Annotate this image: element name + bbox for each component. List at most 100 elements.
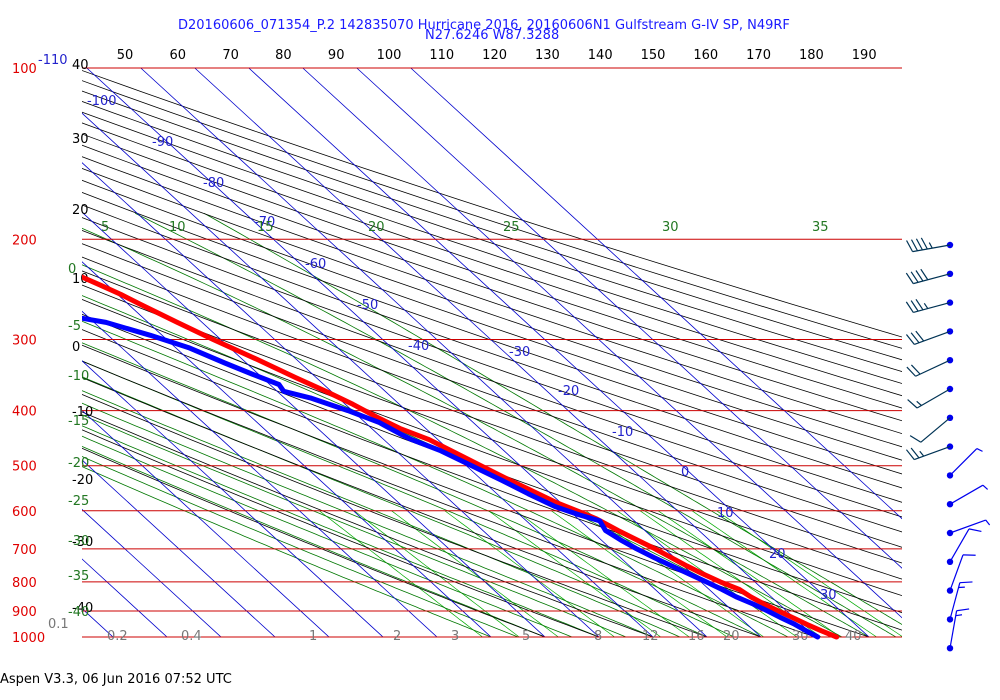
wind-barb-staff xyxy=(916,388,951,409)
mixing-ratio-label: 3 xyxy=(451,629,459,644)
pressure-label: 900 xyxy=(12,605,37,620)
wind-barb xyxy=(905,443,954,461)
left-moist-label: -10 xyxy=(68,369,89,384)
top-scale-label: 70 xyxy=(222,48,239,63)
isotherm-label: -60 xyxy=(305,257,326,272)
wind-barb-staff xyxy=(915,359,951,377)
isotherm-line xyxy=(410,67,902,520)
mixing-ratio-label: 16 xyxy=(688,629,705,644)
dry-adiabat xyxy=(82,133,902,409)
dry-adiabat xyxy=(82,447,546,638)
moist-adiabat xyxy=(82,414,627,638)
top-scale-label: 150 xyxy=(641,48,666,63)
moist-adiabat-label: 10 xyxy=(169,220,186,235)
wind-barb-feather xyxy=(956,608,970,612)
left-temp-label: -10 xyxy=(72,405,93,420)
wind-barb-feather xyxy=(905,449,915,460)
top-scale-label: 110 xyxy=(429,48,454,63)
isotherm-label: -90 xyxy=(152,135,173,150)
wind-barb xyxy=(909,414,954,443)
wind-barb-staff xyxy=(914,446,951,461)
dry-adiabat xyxy=(82,122,902,397)
wind-barb-half-feather xyxy=(982,484,989,490)
top-scale-label: 130 xyxy=(535,48,560,63)
moist-adiabat xyxy=(82,456,519,638)
isotherm-line xyxy=(302,67,902,619)
moist-adiabat xyxy=(82,376,708,638)
isotherm-label: -20 xyxy=(558,384,579,399)
wind-barb xyxy=(907,385,954,409)
wind-barb xyxy=(906,357,954,377)
moist-adiabat xyxy=(82,435,573,638)
isotherm-label: 30 xyxy=(820,588,837,603)
wind-barb xyxy=(905,268,954,285)
wind-barb xyxy=(905,328,954,345)
wind-barb-feather xyxy=(910,447,920,459)
moist-adiabat-label: 25 xyxy=(503,220,520,235)
top-scale-label: 190 xyxy=(852,48,877,63)
mixing-ratio-label: 5 xyxy=(522,629,530,644)
wind-barb-staff xyxy=(949,448,978,476)
wind-barb-half-feather xyxy=(928,242,933,249)
left-temp-label: -30 xyxy=(72,535,93,550)
dry-adiabat xyxy=(82,90,902,361)
isotherm-line xyxy=(82,162,600,638)
pressure-label: 300 xyxy=(12,333,37,348)
isotherm-label: -80 xyxy=(203,176,224,191)
wind-barb xyxy=(906,237,954,253)
wind-barb-feather xyxy=(959,581,973,584)
wind-barb-feather xyxy=(905,301,914,313)
isotherm-label: -110 xyxy=(38,53,68,68)
wind-barb xyxy=(946,447,983,479)
wind-barb-half-feather xyxy=(985,519,991,526)
wind-barb-feather xyxy=(920,268,929,281)
dewpoint-trace xyxy=(82,315,821,640)
dry-adiabat xyxy=(82,299,902,597)
isotherm-line xyxy=(82,459,276,638)
moist-adiabat xyxy=(82,342,762,638)
wind-barb xyxy=(946,528,982,565)
left-temp-label: 40 xyxy=(72,58,89,73)
wind-barb-staff xyxy=(949,484,984,505)
dry-adiabat xyxy=(82,360,816,638)
mixing-ratio-label: 8 xyxy=(594,629,602,644)
left-moist-label: -20 xyxy=(68,456,89,471)
dry-adiabat xyxy=(82,429,600,638)
left-moist-label: -35 xyxy=(68,569,89,584)
isotherm-line xyxy=(82,112,654,638)
wind-barb-staff xyxy=(913,302,951,314)
isotherm-label: -100 xyxy=(87,94,117,109)
wind-barb-feather xyxy=(906,240,914,252)
moist-adiabat xyxy=(82,425,600,638)
isotherm-line xyxy=(82,508,222,638)
mixing-ratio-label: 30 xyxy=(792,629,809,644)
mixing-ratio-label: 0.1 xyxy=(48,617,69,632)
left-moist-label: -5 xyxy=(68,319,81,334)
isotherm-line xyxy=(82,360,384,638)
dry-adiabat xyxy=(82,243,902,533)
dry-adiabat xyxy=(82,270,902,564)
top-scale-label: 170 xyxy=(746,48,771,63)
mixing-ratio-label: 12 xyxy=(642,629,659,644)
top-scale-label: 140 xyxy=(588,48,613,63)
moist-adiabat xyxy=(82,466,492,638)
left-moist-label: -30 xyxy=(68,534,89,549)
wind-barb-station xyxy=(946,328,954,335)
wind-barb-feather xyxy=(909,435,922,443)
wind-barb-feather xyxy=(905,334,915,345)
dry-adiabat xyxy=(82,394,708,638)
wind-barb-feather xyxy=(915,238,923,251)
chart-title: D20160606_071354_P.2 142835070 Hurricane… xyxy=(178,18,790,33)
mixing-ratio-label: 0.2 xyxy=(107,629,128,644)
isotherm-label: 0 xyxy=(681,465,689,480)
sounding-profiles xyxy=(82,274,840,640)
wind-barb xyxy=(946,484,989,508)
wind-barb-staff xyxy=(949,528,970,563)
wind-barb-feather xyxy=(910,332,920,344)
moist-adiabat xyxy=(82,360,735,638)
moist-adiabat-label: 20 xyxy=(368,220,385,235)
dry-adiabat xyxy=(82,101,902,372)
isotherm-line xyxy=(86,67,708,638)
